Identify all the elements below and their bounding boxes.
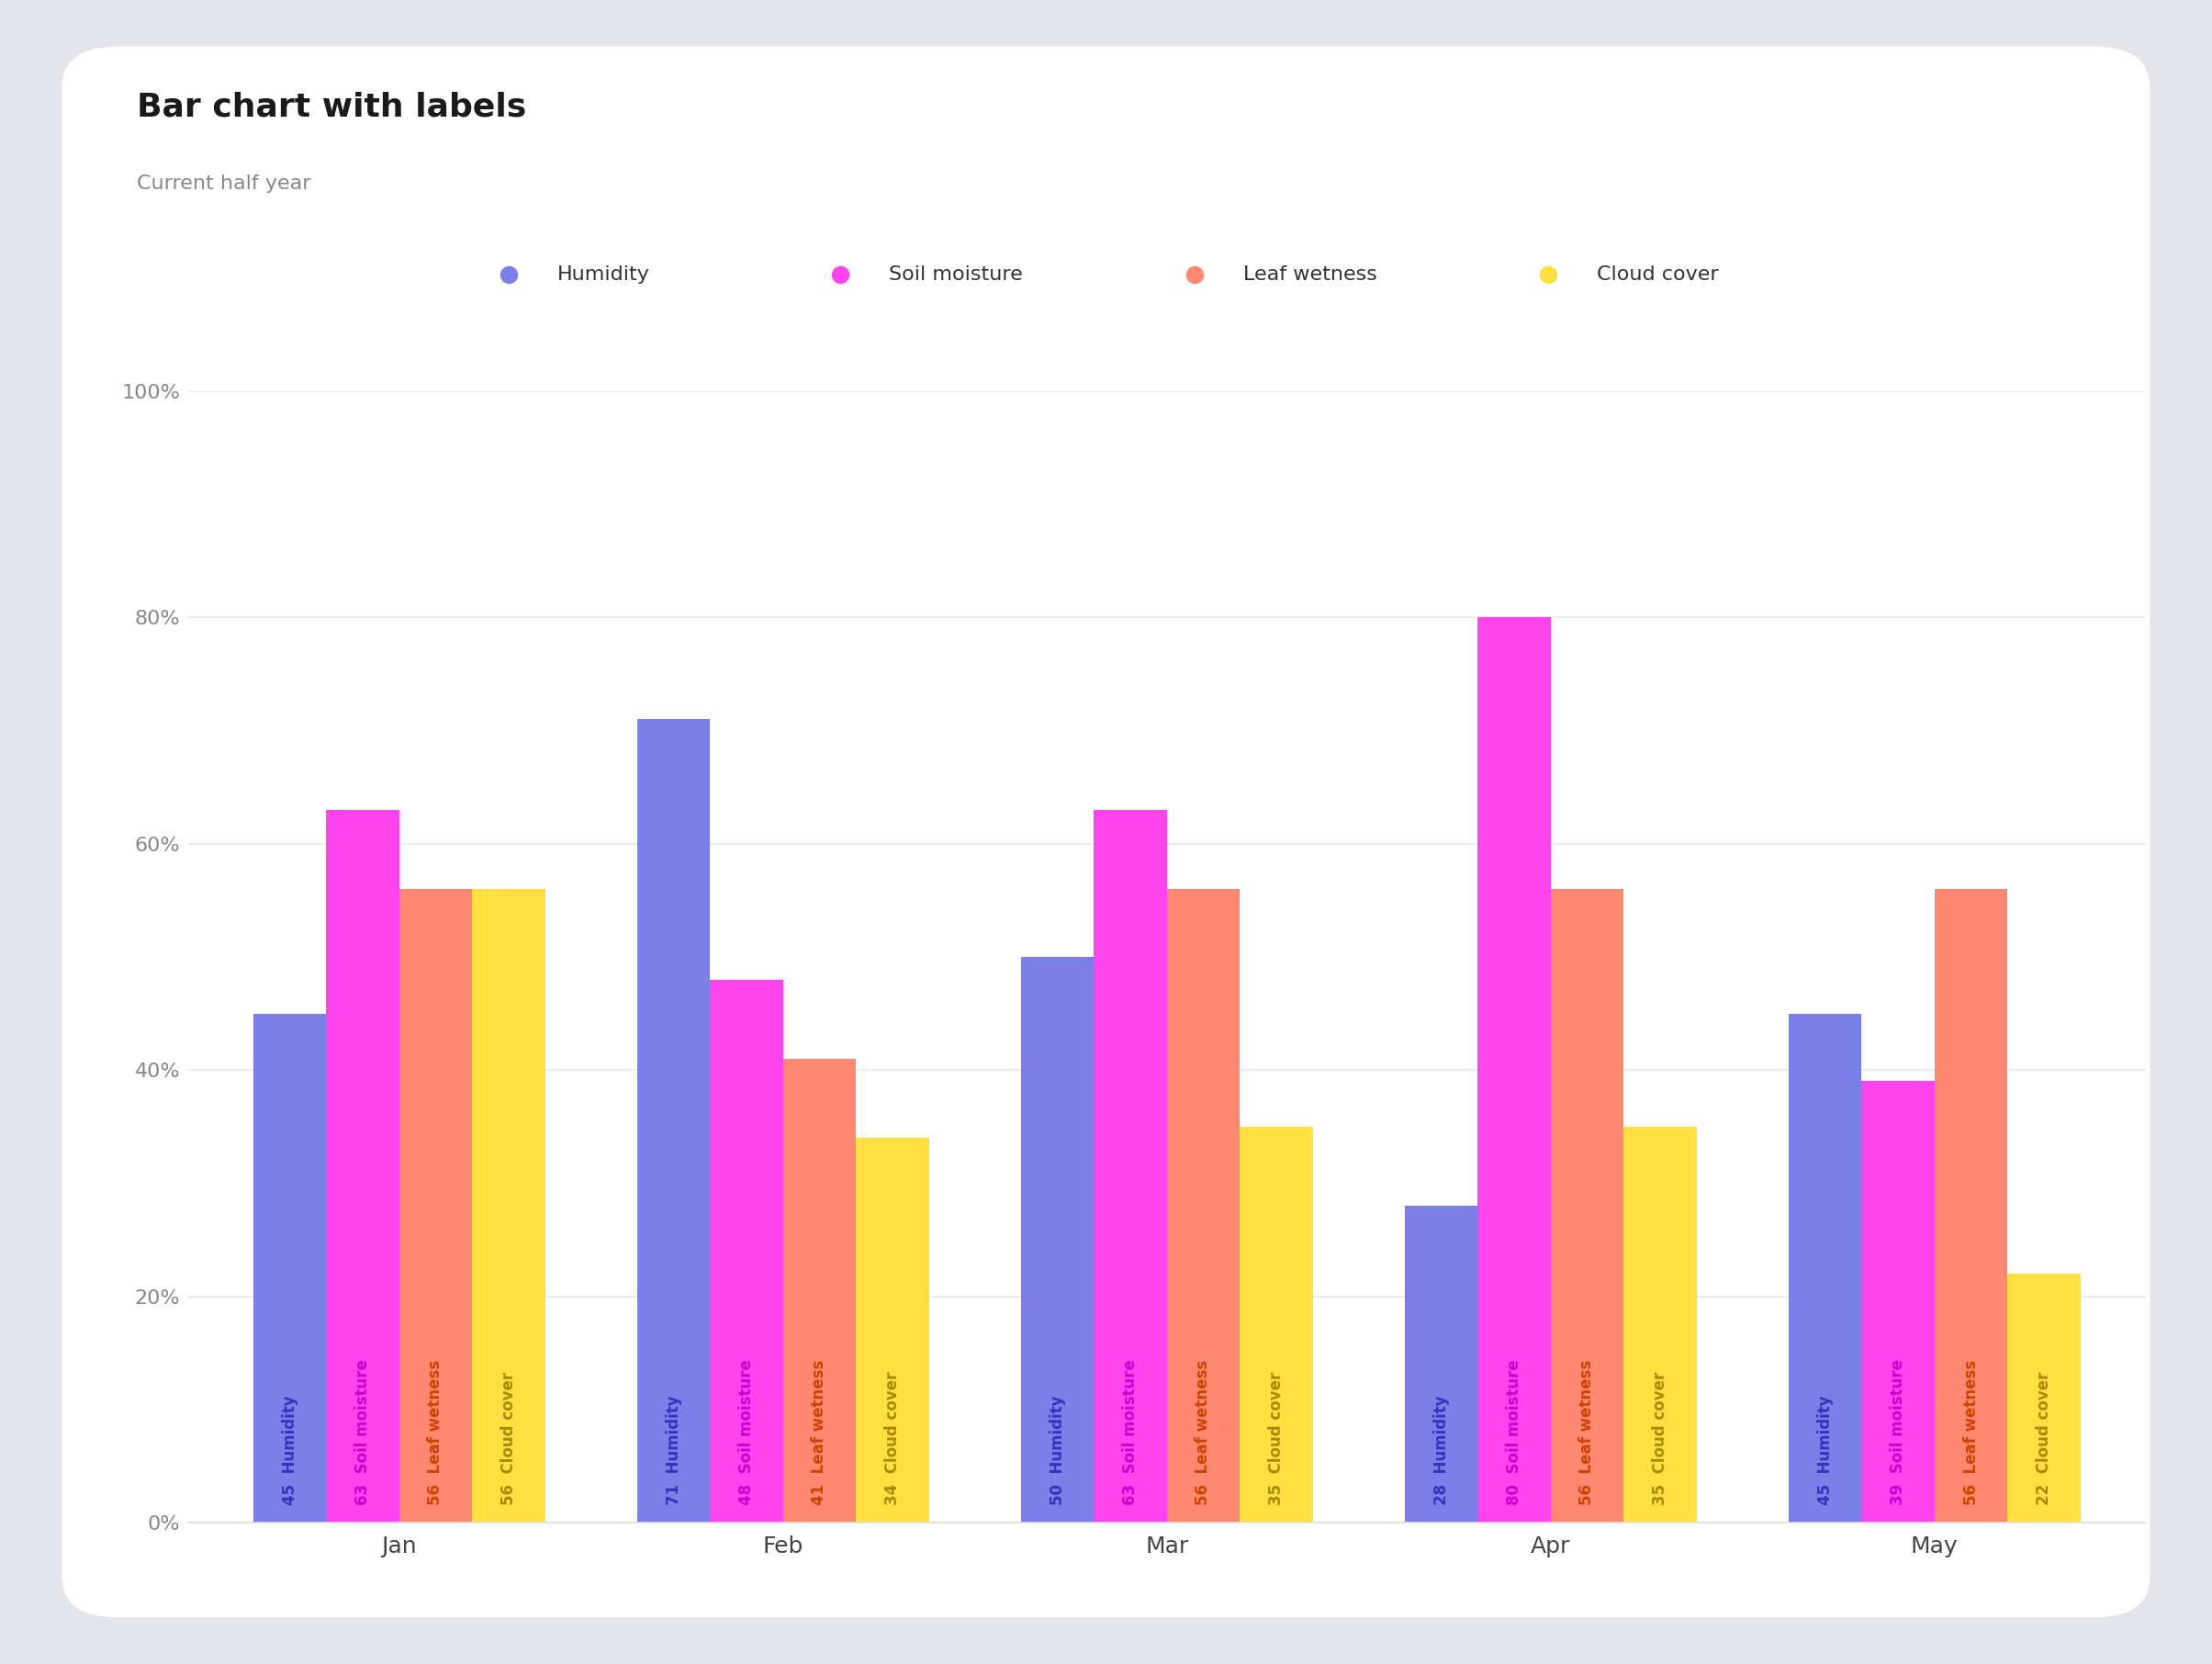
Bar: [252, 1013, 325, 1523]
Text: 50  Humidity: 50 Humidity: [1048, 1396, 1066, 1506]
Bar: [1551, 889, 1624, 1523]
Bar: [710, 980, 783, 1523]
Bar: [1405, 1206, 1478, 1523]
Text: 63  Soil moisture: 63 Soil moisture: [1121, 1359, 1139, 1506]
Text: 45  Humidity: 45 Humidity: [1816, 1396, 1834, 1506]
Bar: [1239, 1127, 1312, 1523]
Bar: [325, 810, 398, 1523]
Text: Soil moisture: Soil moisture: [889, 265, 1024, 285]
Bar: [1168, 889, 1239, 1523]
Bar: [1022, 957, 1095, 1523]
Text: 56  Leaf wetness: 56 Leaf wetness: [1194, 1359, 1212, 1506]
Text: 35  Cloud cover: 35 Cloud cover: [1267, 1373, 1285, 1506]
Text: 63  Soil moisture: 63 Soil moisture: [354, 1359, 372, 1506]
Text: 34  Cloud cover: 34 Cloud cover: [885, 1373, 900, 1506]
Text: Humidity: Humidity: [557, 265, 650, 285]
Bar: [856, 1138, 929, 1523]
Bar: [637, 719, 710, 1523]
Bar: [1790, 1013, 1863, 1523]
Text: 48  Soil moisture: 48 Soil moisture: [739, 1359, 754, 1506]
Text: 56  Cloud cover: 56 Cloud cover: [500, 1373, 518, 1506]
Text: Current half year: Current half year: [137, 175, 312, 193]
Bar: [1478, 617, 1551, 1523]
Bar: [783, 1058, 856, 1523]
Text: 35  Cloud cover: 35 Cloud cover: [1652, 1373, 1668, 1506]
Text: 41  Leaf wetness: 41 Leaf wetness: [812, 1359, 827, 1506]
Bar: [398, 889, 471, 1523]
Text: 22  Cloud cover: 22 Cloud cover: [2035, 1373, 2053, 1506]
FancyBboxPatch shape: [62, 47, 2150, 1617]
Bar: [1936, 889, 2008, 1523]
Text: Leaf wetness: Leaf wetness: [1243, 265, 1378, 285]
Text: Cloud cover: Cloud cover: [1597, 265, 1719, 285]
Text: Bar chart with labels: Bar chart with labels: [137, 92, 526, 123]
Text: 56  Leaf wetness: 56 Leaf wetness: [1579, 1359, 1595, 1506]
Text: 56  Leaf wetness: 56 Leaf wetness: [427, 1359, 445, 1506]
Text: 56  Leaf wetness: 56 Leaf wetness: [1962, 1359, 1980, 1506]
Text: 80  Soil moisture: 80 Soil moisture: [1506, 1359, 1522, 1506]
Bar: [1863, 1082, 1936, 1523]
Text: 45  Humidity: 45 Humidity: [281, 1396, 299, 1506]
Bar: [1095, 810, 1168, 1523]
Bar: [471, 889, 544, 1523]
Bar: [1624, 1127, 1697, 1523]
Text: 28  Humidity: 28 Humidity: [1433, 1396, 1449, 1506]
Text: 71  Humidity: 71 Humidity: [666, 1396, 681, 1506]
Text: 39  Soil moisture: 39 Soil moisture: [1889, 1359, 1907, 1506]
Bar: [2008, 1273, 2081, 1523]
